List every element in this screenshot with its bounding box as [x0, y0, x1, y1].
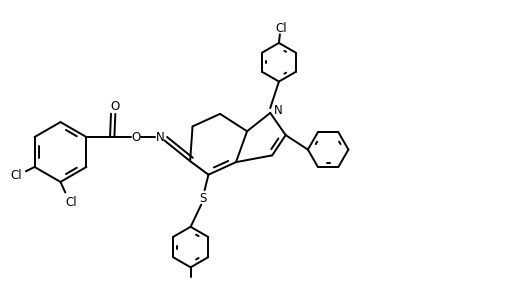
Text: Cl: Cl: [275, 22, 287, 35]
Text: Cl: Cl: [11, 169, 22, 182]
Text: S: S: [199, 192, 206, 205]
Text: Cl: Cl: [65, 196, 77, 209]
Text: O: O: [111, 100, 120, 113]
Text: O: O: [131, 130, 141, 143]
Text: N: N: [156, 130, 165, 143]
Text: N: N: [274, 104, 282, 116]
